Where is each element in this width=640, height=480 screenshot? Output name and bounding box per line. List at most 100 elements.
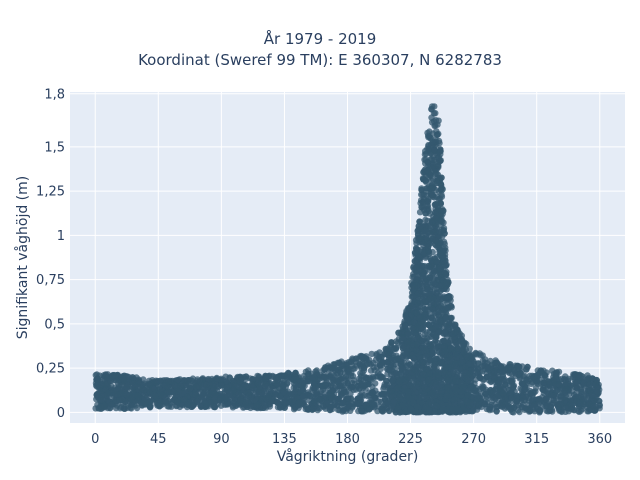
data-point: [439, 255, 446, 262]
data-point: [335, 395, 343, 402]
data-point: [438, 191, 445, 198]
data-point: [479, 384, 486, 392]
data-point: [400, 352, 407, 359]
data-point: [523, 376, 530, 383]
data-point: [366, 406, 373, 413]
data-point: [410, 270, 417, 278]
data-point: [518, 380, 526, 387]
data-point: [432, 337, 439, 344]
data-point: [395, 378, 402, 385]
data-point: [129, 394, 136, 401]
data-point: [283, 394, 290, 401]
data-point: [426, 274, 434, 281]
data-point: [442, 262, 449, 269]
data-point: [403, 348, 410, 355]
data-point: [424, 243, 432, 251]
chart-title-line1: År 1979 - 2019: [263, 30, 377, 48]
data-point: [192, 391, 199, 398]
data-point: [419, 371, 427, 378]
data-point: [370, 394, 377, 401]
data-point: [369, 388, 376, 396]
data-point: [434, 121, 441, 128]
data-point: [321, 366, 329, 373]
data-point: [429, 103, 436, 110]
data-point: [487, 403, 494, 411]
data-point: [458, 379, 465, 386]
data-point: [421, 222, 429, 229]
data-point: [230, 386, 237, 394]
data-point: [404, 316, 411, 323]
data-point: [279, 381, 287, 389]
data-point: [543, 395, 550, 403]
data-point: [328, 371, 335, 378]
data-point: [451, 336, 458, 343]
data-point: [383, 405, 391, 412]
data-point: [288, 399, 295, 406]
data-point: [281, 404, 288, 411]
data-point: [106, 404, 114, 412]
data-point: [523, 366, 530, 373]
data-point: [508, 389, 515, 396]
data-point: [429, 350, 436, 357]
data-point: [442, 314, 450, 321]
data-point: [348, 400, 355, 407]
data-point: [475, 365, 482, 372]
data-point: [518, 403, 526, 411]
data-point: [106, 374, 114, 382]
data-point: [460, 340, 467, 347]
data-point: [436, 232, 443, 239]
data-point: [388, 388, 395, 395]
data-point: [409, 282, 416, 289]
data-point: [586, 381, 593, 388]
data-point: [253, 402, 260, 409]
data-point: [477, 374, 484, 382]
data-point: [210, 380, 217, 388]
data-point: [347, 390, 354, 397]
data-point: [555, 381, 563, 388]
data-point: [266, 400, 273, 408]
data-point: [580, 401, 588, 408]
data-point: [384, 347, 391, 354]
data-point: [454, 326, 461, 333]
data-point: [383, 377, 390, 385]
data-point: [452, 378, 459, 385]
data-point: [477, 352, 484, 359]
data-point: [249, 376, 256, 383]
data-point: [440, 337, 447, 344]
data-point: [299, 386, 306, 394]
data-point: [223, 401, 230, 408]
data-point: [541, 372, 549, 379]
data-point: [521, 386, 528, 393]
data-point: [437, 200, 444, 207]
data-point: [481, 400, 489, 408]
data-point: [365, 359, 373, 367]
data-points: [92, 103, 603, 416]
data-point: [424, 202, 431, 209]
data-point: [416, 218, 423, 225]
data-point: [218, 382, 225, 389]
data-point: [388, 356, 395, 363]
data-point: [262, 381, 270, 388]
data-point: [515, 363, 523, 370]
data-point: [321, 374, 329, 381]
data-point: [586, 401, 593, 408]
data-point: [574, 372, 582, 379]
data-point: [311, 397, 319, 404]
data-point: [542, 402, 549, 410]
data-point: [309, 375, 316, 383]
data-point: [230, 379, 238, 386]
data-point: [362, 382, 369, 389]
data-point: [174, 398, 181, 406]
data-point: [388, 339, 395, 346]
data-point: [587, 387, 594, 394]
data-point: [410, 355, 417, 362]
data-point: [422, 216, 429, 224]
data-point: [265, 393, 272, 400]
data-point: [422, 353, 429, 360]
data-point: [281, 372, 288, 380]
data-point: [223, 384, 230, 391]
data-point: [283, 399, 290, 406]
data-point: [135, 378, 142, 385]
data-point: [435, 371, 442, 379]
